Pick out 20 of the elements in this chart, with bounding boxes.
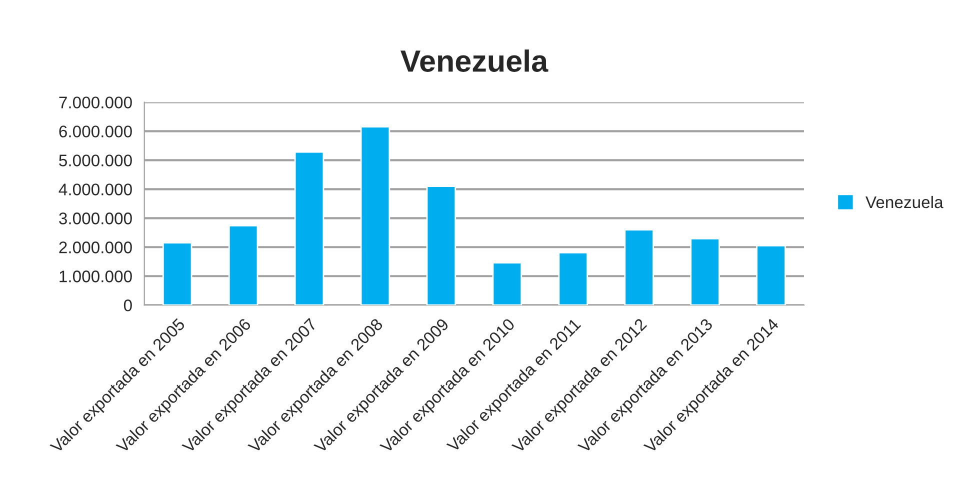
- chart-title: Venezuela: [400, 50, 548, 72]
- y-tick-label: 7.000.000: [59, 96, 132, 108]
- y-tick-label: 5.000.000: [59, 154, 132, 166]
- bar: [690, 238, 720, 306]
- legend-label: Venezuela: [866, 196, 944, 208]
- bar: [756, 244, 786, 306]
- bar: [426, 186, 456, 306]
- y-tick-label: 3.000.000: [59, 212, 132, 224]
- bar: [228, 224, 258, 306]
- bar: [558, 252, 588, 306]
- y-tick-label: 2.000.000: [59, 242, 132, 254]
- bar: [294, 151, 324, 306]
- bar: [492, 262, 522, 306]
- y-tick-label: 1.000.000: [60, 270, 132, 282]
- bar: [624, 229, 654, 306]
- y-tick-label: 4.000.000: [58, 184, 132, 196]
- y-tick-label: 6.000.000: [59, 126, 132, 138]
- bar: [360, 126, 390, 306]
- y-tick-label: 0: [124, 300, 132, 312]
- bar: [162, 242, 192, 306]
